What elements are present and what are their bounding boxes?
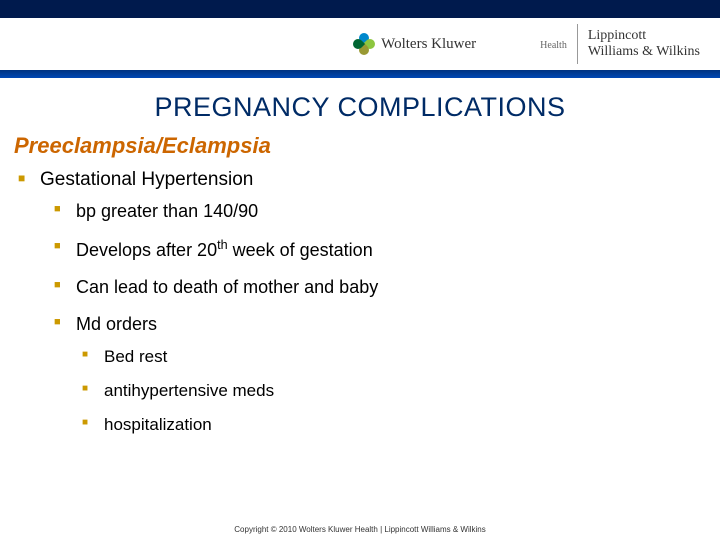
content-body: Gestational Hypertension bp greater than… <box>14 169 720 435</box>
ordinal-suffix: th <box>217 238 228 252</box>
header-stripe-bottom <box>0 70 720 78</box>
bullet-l2-text: Md orders <box>76 314 157 334</box>
brand-divider <box>577 24 578 64</box>
brand-right-line1: Lippincott <box>588 28 700 44</box>
bullet-l3-text: hospitalization <box>104 415 212 434</box>
bullet-l3: Bed rest <box>76 347 720 367</box>
bullet-l2-text: Can lead to death of mother and baby <box>76 277 378 297</box>
bullet-l2-text: bp greater than 140/90 <box>76 201 258 221</box>
brand-left-main: Wolters Kluwer <box>381 36 476 53</box>
bullet-l2-text-pre: Develops after 20 <box>76 240 217 260</box>
copyright-footer: Copyright © 2010 Wolters Kluwer Health |… <box>0 525 720 534</box>
bullet-l3: hospitalization <box>76 415 720 435</box>
slide-subtitle: Preeclampsia/Eclampsia <box>14 133 720 159</box>
brand-left-sub: Health <box>540 40 567 51</box>
brand-right-line2: Williams & Wilkins <box>588 44 700 60</box>
bullet-l2: Md orders Bed rest antihypertensive meds… <box>40 314 720 435</box>
clover-icon <box>353 33 375 55</box>
wolters-kluwer-logo: Wolters Kluwer Health <box>353 33 567 55</box>
header-stripe-top <box>0 0 720 18</box>
bullet-l2: Can lead to death of mother and baby <box>40 277 720 298</box>
bullet-l3-text: Bed rest <box>104 347 167 366</box>
bullet-l2: bp greater than 140/90 <box>40 201 720 222</box>
slide-title: PREGNANCY COMPLICATIONS <box>0 92 720 123</box>
lippincott-logo: Lippincott Williams & Wilkins <box>588 28 700 60</box>
bullet-l2: Develops after 20th week of gestation <box>40 238 720 261</box>
header-logo-bar: Wolters Kluwer Health Lippincott William… <box>0 18 720 70</box>
header-band: Wolters Kluwer Health Lippincott William… <box>0 0 720 78</box>
bullet-l2-text-post: week of gestation <box>228 240 373 260</box>
bullet-l1: Gestational Hypertension bp greater than… <box>14 169 720 435</box>
bullet-l3: antihypertensive meds <box>76 381 720 401</box>
bullet-l1-text: Gestational Hypertension <box>40 169 253 190</box>
bullet-l3-text: antihypertensive meds <box>104 381 274 400</box>
